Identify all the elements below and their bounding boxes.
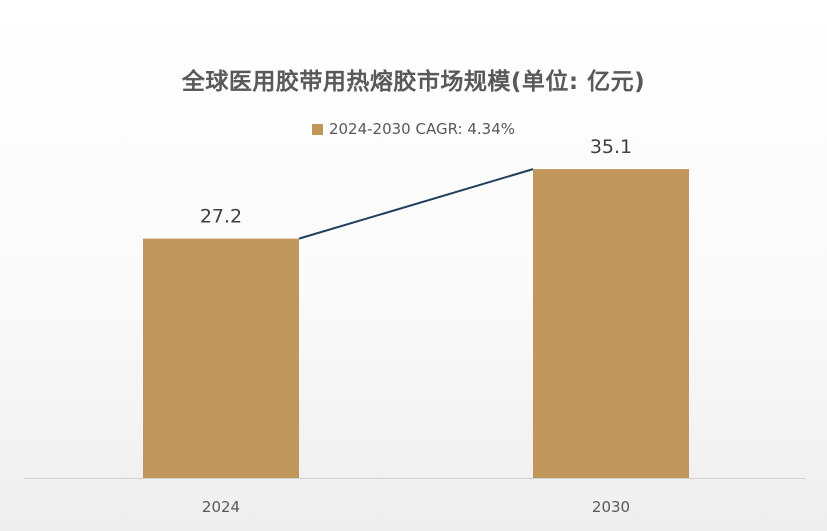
bar-2030 — [533, 169, 689, 478]
chart-title: 全球医用胶带用热熔胶市场规模(单位: 亿元) — [181, 69, 646, 95]
x-tick-label-2030: 2030 — [592, 498, 630, 516]
cagr-connector-line — [298, 168, 534, 240]
x-tick-label-2024: 2024 — [202, 498, 240, 516]
legend-swatch — [311, 123, 323, 135]
chart-legend: 2024-2030 CAGR: 4.34% — [0, 120, 827, 138]
bar-2024 — [143, 238, 299, 478]
legend-label: 2024-2030 CAGR: 4.34% — [328, 120, 516, 138]
data-label-2030: 35.1 — [590, 136, 632, 158]
data-label-2024: 27.2 — [200, 206, 242, 228]
